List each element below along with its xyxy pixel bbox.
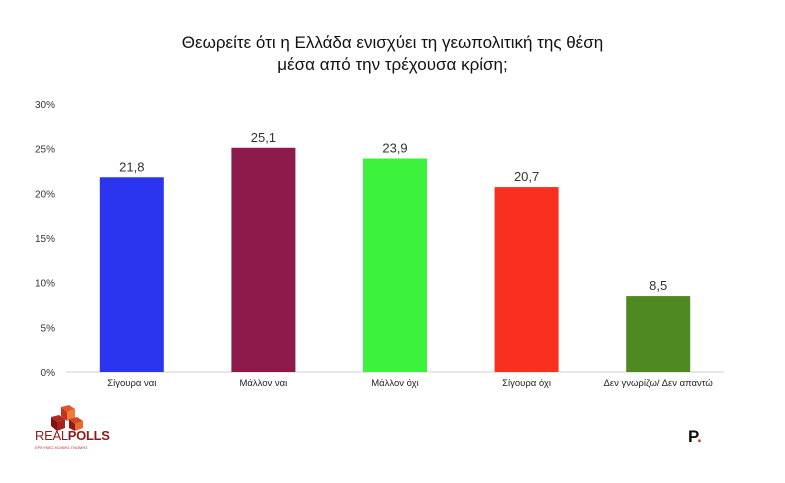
chart-title: Θεωρείτε ότι η Ελλάδα ενισχύει τη γεωπολ…: [0, 32, 785, 76]
bar-value-label: 25,1: [251, 130, 276, 145]
realpolls-cubes-icon: [51, 405, 83, 431]
publisher-logo: P.: [688, 427, 702, 446]
chart-title-line-2: μέσα από την τρέχουσα κρίση;: [277, 55, 508, 74]
y-tick-label: 20%: [35, 189, 55, 200]
bar: [231, 147, 296, 372]
realpolls-tagline: ΕΡΕΥΝΕΣ ΚΟΙΝΗΣ ΓΝΩΜΗΣ: [35, 445, 88, 450]
x-category-label: Δεν γνωρίζω/ Δεν απαντώ: [604, 378, 714, 389]
x-category-label: Μάλλον ναι: [240, 378, 288, 389]
realpolls-logo: REALPOLLS ΕΡΕΥΝΕΣ ΚΟΙΝΗΣ ΓΝΩΜΗΣ: [35, 405, 115, 455]
bar: [494, 187, 559, 372]
bar: [626, 296, 691, 372]
y-tick-label: 0%: [41, 368, 56, 379]
x-category-label: Σίγουρα όχι: [502, 378, 551, 389]
bar-value-label: 21,8: [119, 159, 144, 174]
bar: [99, 177, 164, 372]
chart-title-line-1: Θεωρείτε ότι η Ελλάδα ενισχύει τη γεωπολ…: [181, 33, 604, 52]
bar: [363, 158, 427, 372]
bar-value-label: 8,5: [649, 278, 667, 293]
bar-value-label: 20,7: [514, 169, 539, 184]
y-tick-label: 5%: [41, 323, 56, 334]
x-category-label: Σίγουρα ναι: [107, 378, 156, 389]
bar-value-label: 23,9: [382, 140, 407, 155]
realpolls-wordmark: REALPOLLS: [35, 428, 110, 443]
y-tick-label: 15%: [35, 234, 55, 245]
y-tick-label: 30%: [35, 100, 55, 111]
y-tick-label: 25%: [35, 145, 55, 156]
y-tick-label: 10%: [35, 279, 55, 290]
x-category-label: Μάλλον όχι: [371, 378, 419, 389]
